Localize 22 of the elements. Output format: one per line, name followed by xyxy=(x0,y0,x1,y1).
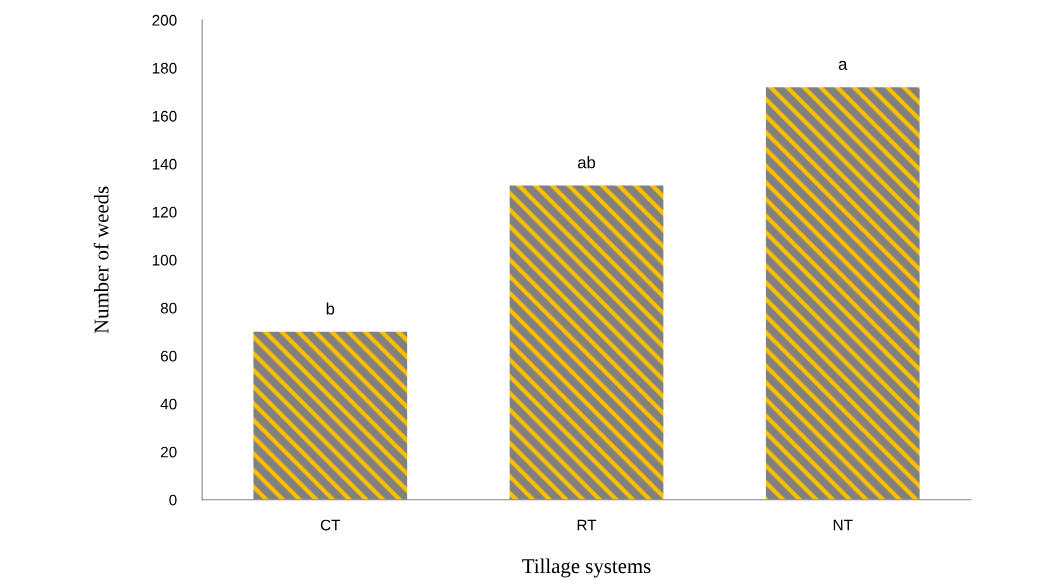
y-tick-label: 160 xyxy=(152,110,177,122)
bar xyxy=(509,185,664,500)
annotation: b xyxy=(326,302,335,315)
annotation: a xyxy=(838,60,848,70)
y-tick-label: 140 xyxy=(152,158,177,170)
y-tick-label: 80 xyxy=(160,302,177,314)
y-tick-label: 200 xyxy=(152,14,177,26)
y-axis-title: Number of weeds xyxy=(93,186,109,334)
annotation: ab xyxy=(577,156,596,169)
y-tick-label: 100 xyxy=(152,254,177,266)
bar xyxy=(765,87,920,500)
x-tick-label: CT xyxy=(320,519,341,531)
y-tick-label: 20 xyxy=(160,446,177,458)
y-tick-label: 0 xyxy=(169,494,177,506)
y-tick-label: 40 xyxy=(160,398,177,410)
bar xyxy=(253,331,408,500)
x-tick-label: NT xyxy=(833,519,853,531)
y-tick-label: 60 xyxy=(160,350,177,362)
x-tick-label: RT xyxy=(577,519,597,531)
y-tick-label: 120 xyxy=(152,206,177,218)
x-axis-title: Tillage systems xyxy=(522,558,651,578)
y-tick-label: 180 xyxy=(152,62,177,74)
